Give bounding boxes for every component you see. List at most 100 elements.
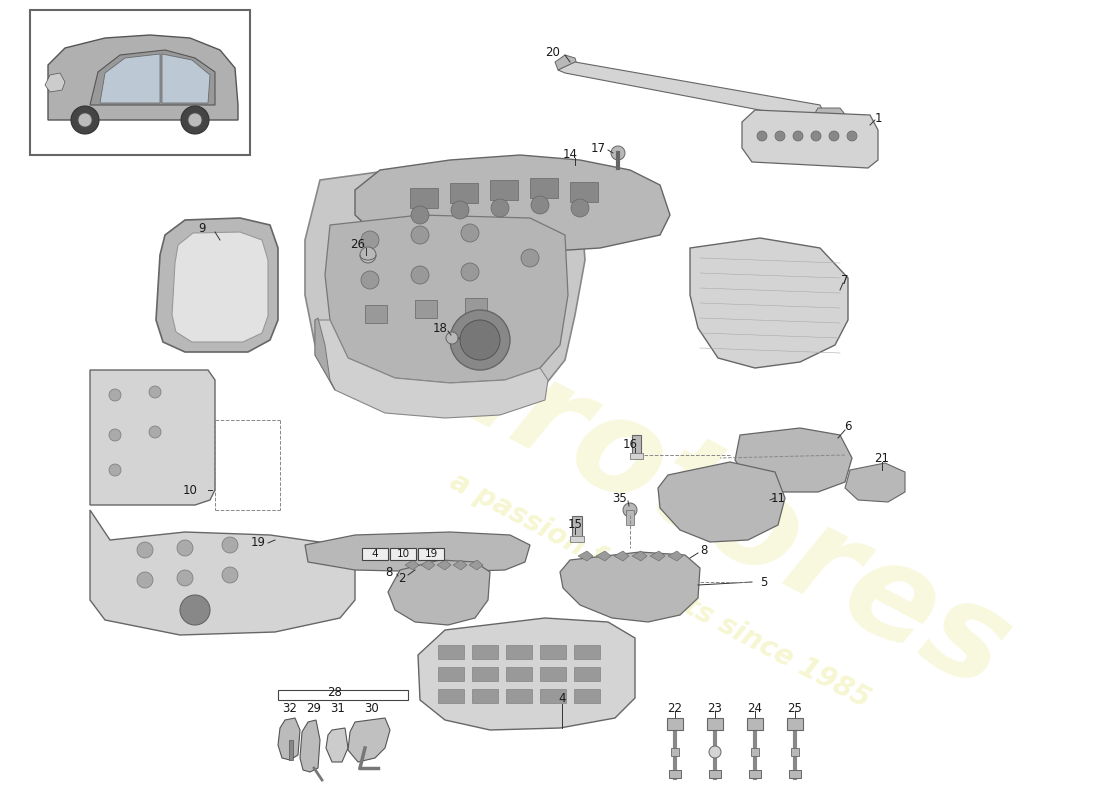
Circle shape — [757, 131, 767, 141]
Polygon shape — [418, 618, 635, 730]
Circle shape — [188, 113, 202, 127]
Circle shape — [361, 231, 379, 249]
Text: 2: 2 — [398, 571, 406, 585]
Polygon shape — [162, 54, 210, 103]
Circle shape — [460, 320, 500, 360]
Circle shape — [461, 224, 478, 242]
Bar — [418, 548, 444, 560]
Polygon shape — [650, 551, 666, 561]
Text: 5: 5 — [760, 575, 768, 589]
Text: 24: 24 — [748, 702, 762, 714]
Bar — [749, 770, 761, 778]
Polygon shape — [506, 645, 532, 659]
Circle shape — [360, 247, 376, 263]
Text: 15: 15 — [568, 518, 582, 531]
Polygon shape — [450, 183, 478, 203]
Circle shape — [451, 201, 469, 219]
Circle shape — [138, 572, 153, 588]
Bar — [30, 10, 250, 155]
Polygon shape — [100, 54, 160, 103]
Polygon shape — [490, 180, 518, 200]
Polygon shape — [90, 510, 355, 635]
Circle shape — [109, 464, 121, 476]
Circle shape — [610, 146, 625, 160]
Circle shape — [411, 266, 429, 284]
Circle shape — [491, 199, 509, 217]
Circle shape — [72, 106, 99, 134]
Text: 26: 26 — [351, 238, 365, 250]
Circle shape — [776, 131, 785, 141]
Text: 35: 35 — [613, 491, 627, 505]
Circle shape — [461, 263, 478, 281]
Polygon shape — [560, 552, 700, 622]
Polygon shape — [570, 182, 598, 202]
Bar — [789, 770, 801, 778]
Polygon shape — [305, 532, 530, 572]
Polygon shape — [305, 165, 585, 405]
Polygon shape — [315, 320, 548, 418]
Polygon shape — [438, 645, 464, 659]
Polygon shape — [614, 551, 629, 561]
Text: 10: 10 — [183, 483, 197, 497]
Circle shape — [623, 503, 637, 517]
Polygon shape — [574, 645, 600, 659]
Polygon shape — [438, 667, 464, 681]
Polygon shape — [574, 689, 600, 703]
Polygon shape — [48, 35, 238, 120]
Bar — [362, 548, 388, 560]
Circle shape — [182, 106, 209, 134]
Text: 8: 8 — [386, 566, 393, 578]
Text: 30: 30 — [364, 702, 380, 714]
Bar — [671, 748, 679, 756]
Polygon shape — [632, 551, 647, 561]
Polygon shape — [690, 238, 848, 368]
Text: 14: 14 — [562, 149, 578, 162]
Circle shape — [531, 196, 549, 214]
Bar — [710, 770, 720, 778]
Polygon shape — [812, 108, 848, 128]
Polygon shape — [300, 720, 320, 772]
Polygon shape — [326, 728, 348, 762]
Polygon shape — [540, 689, 566, 703]
Polygon shape — [845, 463, 905, 502]
Polygon shape — [438, 689, 464, 703]
Polygon shape — [45, 73, 65, 92]
Polygon shape — [472, 645, 498, 659]
Text: 31: 31 — [331, 702, 345, 714]
Circle shape — [829, 131, 839, 141]
Circle shape — [847, 131, 857, 141]
Bar — [572, 516, 582, 538]
Circle shape — [710, 746, 720, 758]
Polygon shape — [658, 462, 785, 542]
Bar — [791, 748, 799, 756]
Circle shape — [411, 226, 429, 244]
Bar — [289, 740, 293, 760]
Circle shape — [793, 131, 803, 141]
Bar — [707, 718, 723, 730]
Text: 4: 4 — [558, 691, 565, 705]
Polygon shape — [735, 428, 852, 492]
Polygon shape — [324, 215, 568, 383]
Polygon shape — [472, 689, 498, 703]
Text: 11: 11 — [770, 491, 785, 505]
Circle shape — [109, 429, 121, 441]
Text: 8: 8 — [700, 543, 707, 557]
Polygon shape — [668, 551, 683, 561]
Circle shape — [361, 271, 379, 289]
Text: 23: 23 — [707, 702, 723, 714]
Bar — [751, 748, 759, 756]
Text: 25: 25 — [788, 702, 802, 714]
Circle shape — [148, 426, 161, 438]
Polygon shape — [405, 560, 419, 570]
Circle shape — [180, 595, 210, 625]
Polygon shape — [506, 689, 532, 703]
Polygon shape — [410, 188, 438, 208]
Circle shape — [450, 310, 510, 370]
Text: 20: 20 — [546, 46, 560, 58]
Polygon shape — [465, 298, 487, 316]
Bar — [669, 770, 681, 778]
Bar — [570, 536, 584, 542]
Polygon shape — [558, 62, 825, 120]
Polygon shape — [506, 667, 532, 681]
Circle shape — [222, 537, 238, 553]
